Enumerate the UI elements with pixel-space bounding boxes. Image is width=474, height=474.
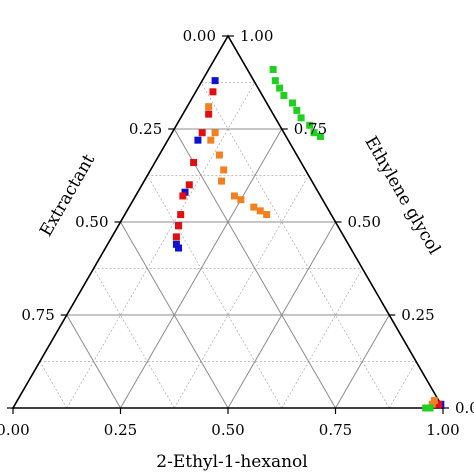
data-point-series-1 <box>177 211 185 219</box>
major-gridlines <box>66 128 390 409</box>
data-point-series-3 <box>297 114 305 122</box>
data-point-series-2 <box>205 103 213 111</box>
data-point-series-2 <box>207 136 215 144</box>
major-gridline-1-0.5 <box>227 221 336 409</box>
bottom-tick-label: 0.00 <box>0 421 30 439</box>
bottom-tick-label: 1.00 <box>426 421 459 439</box>
data-point-series-3 <box>306 121 314 129</box>
data-point-series-3 <box>271 77 279 85</box>
data-point-series-0 <box>194 136 202 144</box>
bottom-tick-label: 0.75 <box>319 421 352 439</box>
data-point-series-3 <box>276 84 284 92</box>
data-point-series-2 <box>256 207 264 215</box>
data-point-series-3 <box>269 65 277 73</box>
data-point-series-3 <box>280 92 288 100</box>
bottom-axis-title: 2-Ethyl-1-hexanol <box>156 452 307 472</box>
minor-gridline-1-0.125 <box>66 82 256 409</box>
major-gridline-1-0.25 <box>120 128 283 409</box>
minor-gridline-1-0.375 <box>173 175 309 409</box>
data-point-series-0 <box>175 244 183 252</box>
data-point-series-3 <box>422 404 430 412</box>
major-gridline-2-0.5 <box>120 221 229 409</box>
data-point-series-1 <box>179 192 187 200</box>
left-tick-label: 0.25 <box>129 120 162 138</box>
data-point-series-1 <box>435 400 443 408</box>
tick-labels: 0.00 0.25 0.50 0.75 1.00 0.00 0.25 0.50 0.75 1.00… <box>0 27 474 439</box>
data-point-series-1 <box>185 181 193 189</box>
data-point-series-1 <box>209 88 217 96</box>
data-point-series-1 <box>198 129 206 137</box>
data-point-series-0 <box>211 77 219 85</box>
major-gridline-1-0.75 <box>335 314 390 409</box>
left-tick-label: 1.00 <box>0 399 1 417</box>
data-point-series-3 <box>316 132 324 140</box>
major-gridline-2-0.25 <box>173 128 336 409</box>
bottom-tick-label: 0.25 <box>104 421 137 439</box>
data-point-series-3 <box>426 404 434 412</box>
minor-gridlines <box>39 82 417 409</box>
data-point-series-1 <box>205 110 213 118</box>
data-point-series-2 <box>428 400 436 408</box>
right-axis-title: Ethylene glycol <box>360 133 444 258</box>
right-tick-label: 0.50 <box>348 213 381 231</box>
major-gridline-2-0.75 <box>66 314 121 409</box>
left-tick-label: 0.75 <box>21 306 54 324</box>
data-point-series-3 <box>310 129 318 137</box>
minor-gridline-2-0.375 <box>147 175 283 409</box>
minor-gridline-2-0.625 <box>93 268 175 409</box>
minor-gridline-2-0.125 <box>200 82 390 409</box>
data-point-series-2 <box>220 166 228 174</box>
data-point-series-1 <box>172 233 180 241</box>
data-point-series-0 <box>181 188 189 196</box>
data-point-series-1 <box>190 158 198 166</box>
data-point-series-2 <box>250 203 258 211</box>
minor-gridline-1-0.875 <box>388 361 417 409</box>
data-point-series-0 <box>172 240 180 248</box>
data-point-series-3 <box>293 106 301 114</box>
bottom-tick-label: 0.50 <box>211 421 244 439</box>
data-point-series-2 <box>230 192 238 200</box>
data-point-series-2 <box>237 196 245 204</box>
data-point-series-2 <box>430 397 438 405</box>
data-point-series-1 <box>175 222 183 230</box>
right-tick-label: 0.25 <box>401 306 434 324</box>
tick-marks <box>7 35 449 414</box>
data-point-series-2 <box>218 177 226 185</box>
data-points <box>172 65 445 412</box>
minor-gridline-1-0.625 <box>281 268 363 409</box>
right-tick-label: 0.00 <box>455 399 474 417</box>
right-tick-label: 0.75 <box>294 120 327 138</box>
left-tick-label: 0.00 <box>183 27 216 45</box>
minor-gridline-2-0.875 <box>39 361 68 409</box>
data-point-series-2 <box>215 151 223 159</box>
data-point-series-2 <box>211 129 219 137</box>
data-point-series-2 <box>263 211 271 219</box>
data-point-series-3 <box>289 99 296 107</box>
left-tick-label: 0.50 <box>75 213 108 231</box>
right-tick-label: 1.00 <box>240 27 273 45</box>
